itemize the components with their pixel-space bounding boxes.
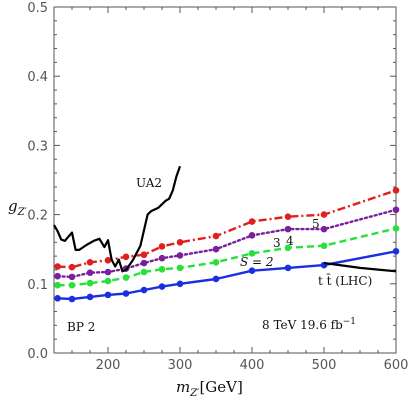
lumi-exponent: −1 (343, 317, 356, 327)
y-axis-var: g (8, 197, 18, 215)
x-tick-label: 600 (384, 358, 409, 373)
data-point (122, 253, 130, 261)
y-tick-label: 0.0 (27, 347, 48, 362)
data-point (140, 268, 148, 276)
data-point (68, 295, 76, 303)
s5-label: 5 (312, 217, 320, 231)
series (54, 247, 400, 303)
data-point (176, 280, 184, 288)
y-tick-label: 0.3 (27, 139, 48, 154)
series (54, 225, 400, 289)
x-axis-sub: Z′ (189, 388, 200, 399)
plot-frame (53, 6, 397, 354)
data-point (248, 218, 256, 225)
y-tick-label: 0.4 (27, 70, 48, 85)
data-point (392, 247, 400, 255)
data-point (122, 274, 130, 281)
series-layer (53, 165, 400, 303)
series (53, 165, 182, 273)
data-point (392, 225, 400, 232)
data-point (212, 232, 220, 240)
data-point (54, 272, 61, 280)
x-tick-label: 400 (240, 358, 265, 373)
data-point (212, 275, 220, 283)
data-point (320, 211, 328, 218)
series (54, 206, 400, 281)
data-point (54, 263, 61, 270)
data-point (176, 264, 184, 272)
data-point (140, 251, 148, 259)
s4-label: 4 (286, 234, 294, 248)
lumi-text: 8 TeV 19.6 fb (262, 318, 343, 332)
data-point (284, 225, 292, 233)
data-point (68, 263, 76, 271)
y-tick-label: 0.2 (27, 209, 48, 224)
x-tick-label: 200 (96, 358, 121, 373)
data-point (284, 244, 292, 252)
x-axis-label: mZ′[GeV] (176, 378, 243, 399)
data-point (176, 252, 184, 259)
data-point (104, 268, 112, 276)
x-axis-unit: [GeV] (199, 378, 242, 396)
data-point (248, 250, 256, 257)
x-tick-label: 300 (168, 358, 193, 373)
data-point (392, 187, 400, 194)
ua2-label: UA2 (136, 176, 162, 190)
data-point (158, 243, 166, 250)
data-point (86, 279, 94, 287)
data-point (54, 281, 61, 289)
data-point (86, 259, 94, 266)
bp-label: BP 2 (67, 320, 95, 334)
data-point (248, 267, 256, 274)
data-point (122, 290, 130, 297)
data-point (140, 259, 148, 267)
s2-label: S = 2 (240, 255, 274, 269)
data-point (68, 273, 76, 281)
data-point (140, 286, 148, 294)
data-point (104, 277, 112, 285)
y-tick-label: 0.1 (27, 278, 48, 293)
data-point (104, 256, 112, 264)
data-point (68, 281, 76, 289)
data-point (392, 206, 400, 214)
data-point (284, 213, 292, 220)
data-point (158, 283, 166, 290)
data-point (158, 254, 166, 262)
data-point (212, 259, 220, 266)
series (54, 187, 400, 271)
series-line (323, 261, 397, 273)
data-point (86, 269, 94, 277)
data-point (320, 225, 328, 233)
data-point (54, 295, 61, 302)
axis-ticks: 200 300 400 500 600 0.0 0.1 0.2 0.3 0.4 0.5 (27, 1, 408, 373)
y-axis-sub: Z′ (17, 207, 28, 218)
series (323, 261, 397, 273)
series-line (57, 189, 397, 269)
data-point (86, 293, 94, 301)
ttbar-label: t t̄ (LHC) (318, 272, 372, 288)
x-axis-var: m (176, 378, 190, 396)
data-point (212, 245, 220, 253)
x-tick-label: 500 (312, 358, 337, 373)
s3-label: 3 (273, 236, 281, 250)
data-point (104, 291, 112, 299)
y-axis-label: gZ′ (8, 197, 28, 218)
y-tick-label: 0.5 (27, 1, 48, 16)
data-point (320, 242, 328, 250)
data-point (158, 265, 166, 273)
series-line (53, 165, 182, 273)
data-point (248, 232, 256, 239)
data-point (176, 238, 184, 246)
data-point (284, 264, 292, 272)
lumi-label: 8 TeV 19.6 fb−1 (262, 317, 356, 332)
